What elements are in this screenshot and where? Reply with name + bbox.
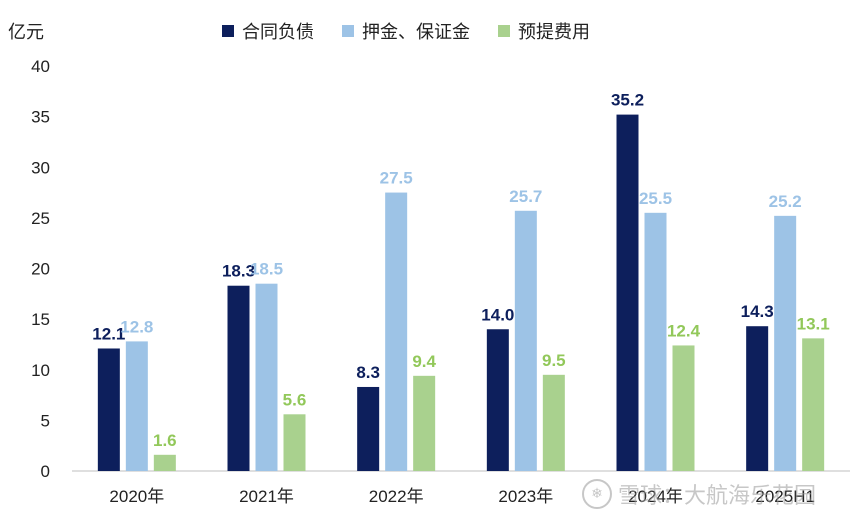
- legend-label-contract-liabilities: 合同负债: [242, 22, 314, 43]
- x-tick-label: 2024年: [628, 487, 683, 506]
- y-tick-label: 0: [41, 462, 50, 481]
- data-label: 12.4: [667, 321, 701, 340]
- data-label: 9.5: [542, 351, 566, 370]
- data-label: 12.8: [120, 317, 153, 336]
- bar: [802, 338, 825, 471]
- data-label: 8.3: [356, 363, 380, 382]
- watermark: ❄ 雪球：大航海乐花园: [582, 478, 816, 510]
- data-label: 9.4: [412, 352, 436, 371]
- bar: [486, 329, 509, 471]
- data-label: 1.6: [153, 431, 177, 450]
- x-tick-label: 2022年: [369, 487, 424, 506]
- x-tick-label: 2025H1: [755, 487, 815, 506]
- legend-item-deposits: 押金、保证金: [342, 18, 470, 44]
- y-axis-label: 亿元: [8, 22, 44, 43]
- bar: [125, 341, 148, 471]
- bar: [385, 192, 408, 471]
- y-tick-label: 40: [31, 57, 50, 76]
- data-label: 14.3: [741, 302, 774, 321]
- bar: [153, 454, 176, 471]
- legend-label-deposits: 押金、保证金: [362, 22, 470, 43]
- data-label: 25.5: [639, 189, 672, 208]
- x-tick-label: 2020年: [109, 487, 164, 506]
- data-label: 13.1: [797, 314, 830, 333]
- bar: [644, 212, 667, 471]
- bar: [746, 326, 769, 471]
- bar: [255, 283, 278, 471]
- y-tick-label: 15: [31, 310, 50, 329]
- x-tick-label: 2021年: [239, 487, 294, 506]
- snowball-icon: ❄: [582, 479, 612, 509]
- legend-label-accrued-expenses: 预提费用: [518, 22, 590, 43]
- legend-swatch-contract-liabilities: [222, 25, 234, 37]
- y-tick-label: 25: [31, 209, 50, 228]
- bar: [514, 210, 537, 471]
- data-label: 12.1: [92, 324, 125, 343]
- bar: [616, 114, 639, 471]
- data-label: 18.3: [222, 262, 255, 281]
- y-tick-label: 10: [31, 361, 50, 380]
- legend-swatch-accrued-expenses: [498, 25, 510, 37]
- y-tick-label: 20: [31, 260, 50, 279]
- bar: [357, 386, 380, 471]
- data-label: 25.2: [769, 192, 802, 211]
- bar: [672, 345, 695, 471]
- data-label: 14.0: [481, 305, 514, 324]
- bar: [97, 348, 120, 471]
- data-label: 5.6: [283, 390, 307, 409]
- bar: [283, 414, 306, 471]
- y-tick-label: 30: [31, 158, 50, 177]
- bar: [227, 285, 250, 471]
- data-label: 18.5: [250, 260, 283, 279]
- bar: [542, 374, 565, 471]
- data-label: 35.2: [611, 91, 644, 110]
- chart-legend: 合同负债 押金、保证金 预提费用: [222, 18, 590, 44]
- data-label: 25.7: [509, 187, 542, 206]
- legend-item-contract-liabilities: 合同负债: [222, 18, 314, 44]
- bar: [774, 215, 797, 471]
- legend-swatch-deposits: [342, 25, 354, 37]
- bar: [413, 375, 436, 471]
- legend-item-accrued-expenses: 预提费用: [498, 18, 590, 44]
- y-tick-label: 5: [41, 411, 50, 430]
- data-label: 27.5: [380, 169, 413, 188]
- x-tick-label: 2023年: [498, 487, 553, 506]
- watermark-text: 雪球：大航海乐花园: [618, 484, 817, 509]
- y-tick-label: 35: [31, 108, 50, 127]
